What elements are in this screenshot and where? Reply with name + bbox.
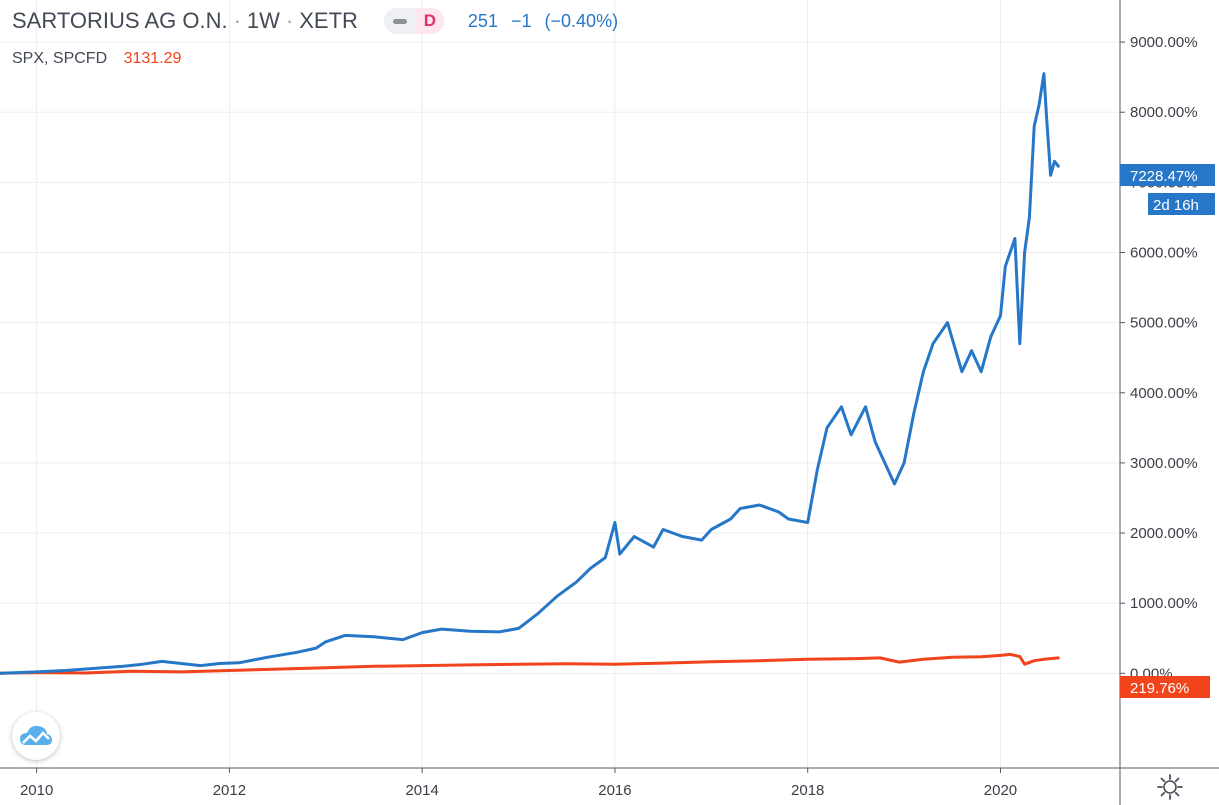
x-tick-label: 2016 bbox=[598, 782, 631, 799]
legend-dot: · bbox=[233, 8, 241, 33]
spx-last-badge bbox=[1120, 676, 1210, 698]
symbol-name[interactable]: SARTORIUS AG O.N. bbox=[12, 8, 228, 33]
settings-icon[interactable] bbox=[1156, 773, 1184, 801]
spx-last-label: 219.76% bbox=[1130, 680, 1189, 697]
x-tick-label: 2014 bbox=[405, 782, 438, 799]
compare-value: 3131.29 bbox=[123, 50, 182, 67]
legend-values: 251 −1 (−0.40%) bbox=[468, 11, 618, 32]
price-badges: 7228.47% 2d 16h 219.76% bbox=[1120, 164, 1215, 698]
x-tick-label: 2010 bbox=[20, 782, 53, 799]
x-tick-label: 2012 bbox=[213, 782, 246, 799]
countdown-label: 2d 16h bbox=[1153, 197, 1199, 214]
sartorius-last-badge bbox=[1120, 164, 1215, 186]
y-tick-label: 3000.00% bbox=[1130, 455, 1198, 472]
mode-badge[interactable]: D bbox=[415, 8, 444, 34]
interval[interactable]: 1W bbox=[246, 8, 280, 33]
compare-symbol[interactable]: SPX, SPCFD bbox=[12, 50, 108, 67]
time-axis[interactable]: 2010 2012 2014 2016 2018 2020 bbox=[20, 768, 1017, 799]
series-layer bbox=[0, 72, 1060, 675]
price-change-percent: (−0.40%) bbox=[544, 10, 619, 31]
legend-pill[interactable]: D bbox=[383, 8, 444, 34]
y-tick-label: 6000.00% bbox=[1130, 244, 1198, 261]
grid bbox=[0, 0, 1120, 768]
minus-icon[interactable] bbox=[384, 8, 416, 34]
x-tick-label: 2018 bbox=[791, 782, 824, 799]
y-tick-label: 5000.00% bbox=[1130, 315, 1198, 332]
x-tick-label: 2020 bbox=[984, 782, 1017, 799]
main-legend: SARTORIUS AG O.N. · 1W · XETR D 251 −1 (… bbox=[12, 8, 618, 34]
y-tick-label: 1000.00% bbox=[1130, 595, 1198, 612]
y-tick-label: 9000.00% bbox=[1130, 34, 1198, 51]
compare-legend: SPX, SPCFD 3131.29 bbox=[12, 50, 181, 68]
y-tick-label: 8000.00% bbox=[1130, 104, 1198, 121]
legend-dot: · bbox=[285, 8, 294, 33]
spx-series-line[interactable] bbox=[0, 652, 1060, 675]
exchange: XETR bbox=[299, 8, 358, 33]
countdown-badge bbox=[1148, 193, 1215, 215]
last-price: 251 bbox=[467, 10, 498, 31]
y-tick-label: 2000.00% bbox=[1130, 525, 1198, 542]
sartorius-series-line[interactable] bbox=[0, 72, 1060, 675]
y-tick-label: 4000.00% bbox=[1130, 385, 1198, 402]
sartorius-last-label: 7228.47% bbox=[1130, 168, 1198, 185]
price-axis[interactable]: 0.00%1000.00%2000.00%3000.00%4000.00%500… bbox=[1120, 34, 1198, 682]
tradingview-logo-icon[interactable] bbox=[12, 712, 60, 760]
price-change: −1 bbox=[510, 10, 532, 31]
